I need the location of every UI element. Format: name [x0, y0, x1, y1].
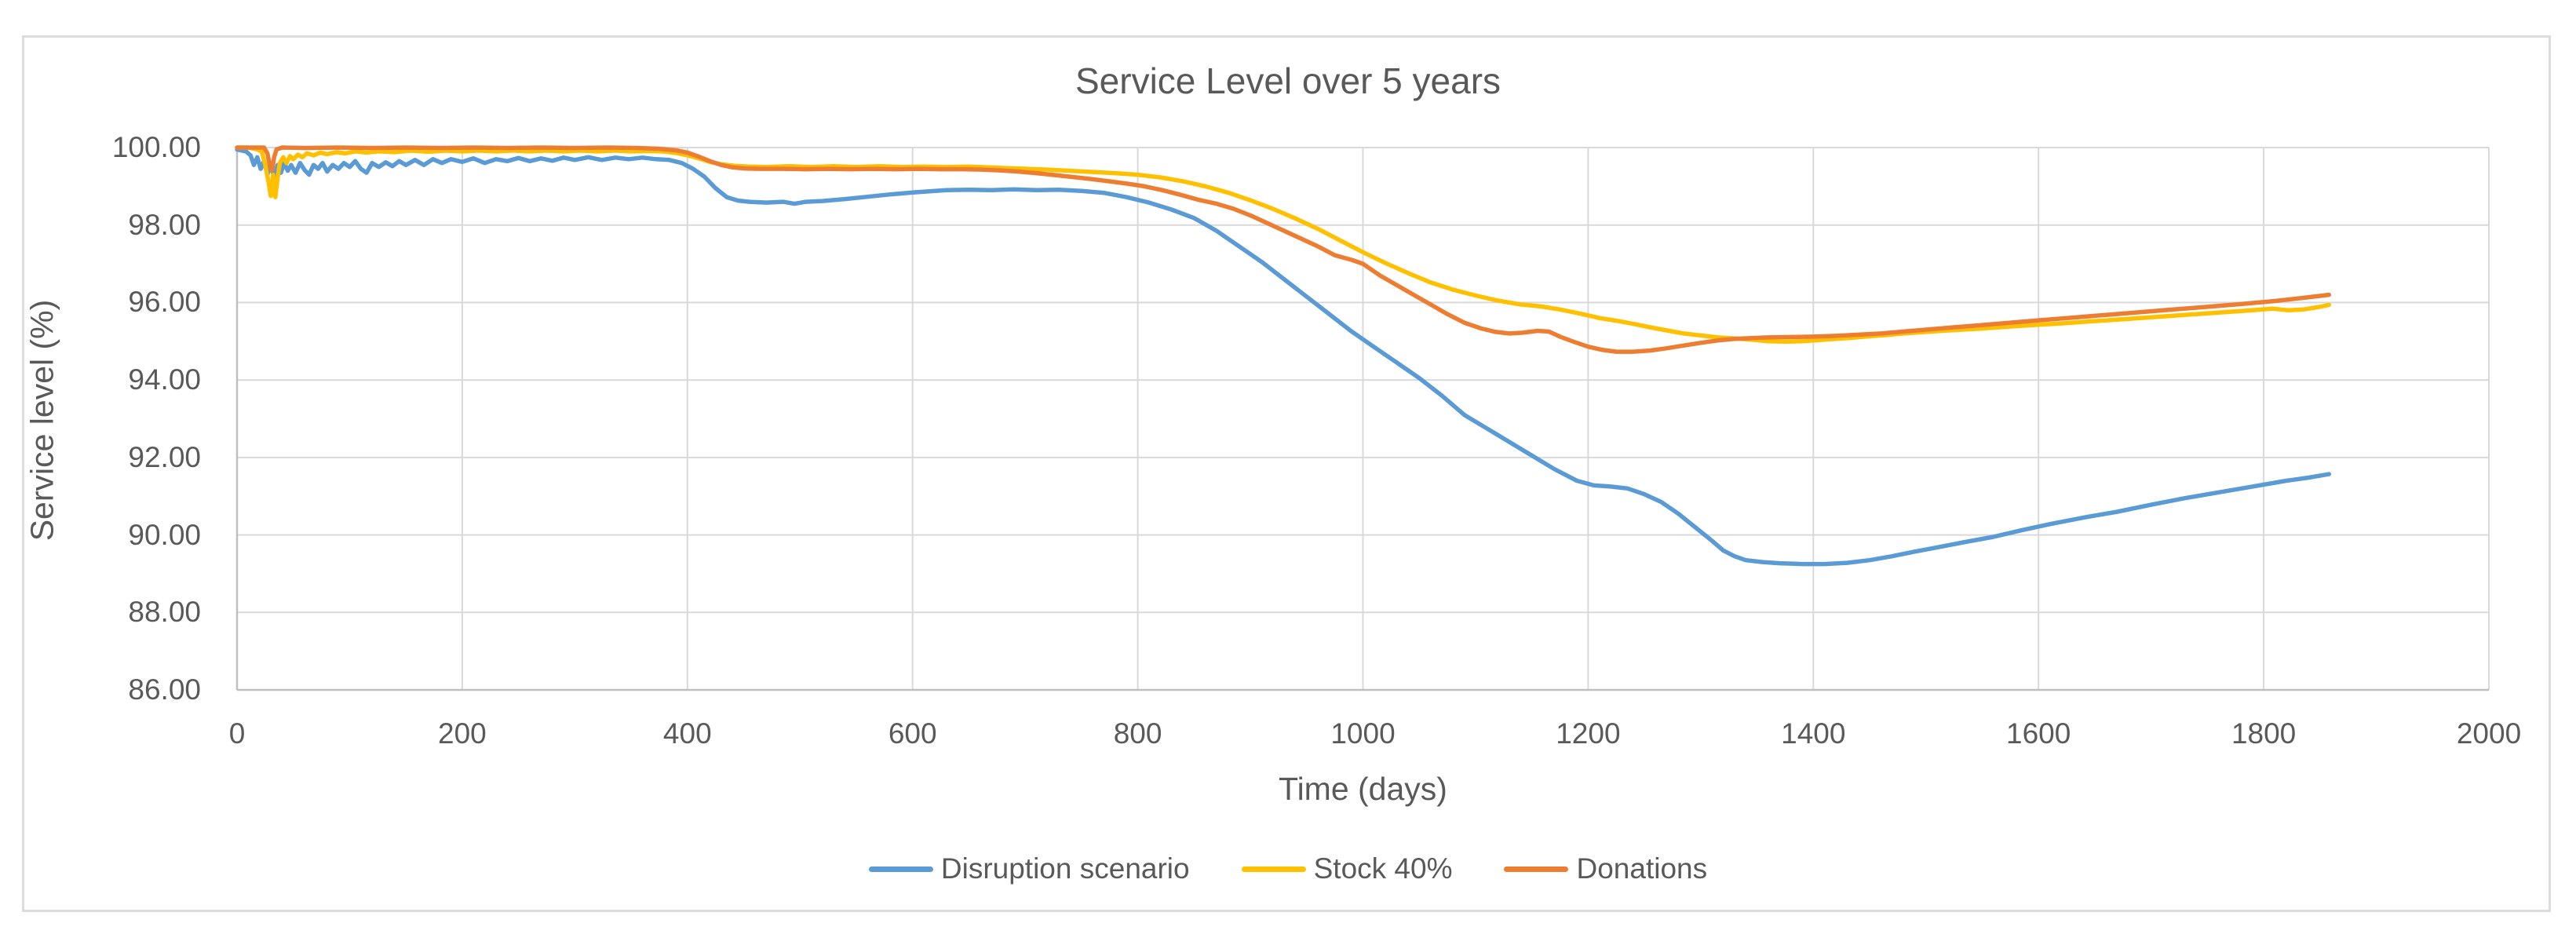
- x-tick-label: 200: [438, 717, 487, 750]
- legend-label: Stock 40%: [1313, 852, 1453, 885]
- x-tick-label: 1400: [1781, 717, 1846, 750]
- legend-item-disruption-scenario[interactable]: Disruption scenario: [868, 852, 1190, 885]
- x-tick-label: 800: [1113, 717, 1162, 750]
- x-tick-label: 2000: [2456, 717, 2522, 750]
- y-tick-label: 98.00: [128, 208, 201, 241]
- legend-item-stock-40-[interactable]: Stock 40%: [1241, 852, 1453, 885]
- y-tick-label: 96.00: [128, 286, 201, 319]
- series-line-disruption-scenario[interactable]: [235, 147, 2332, 567]
- legend: Disruption scenario Stock 40% Donations: [0, 852, 2576, 885]
- x-tick-label: 400: [662, 717, 712, 750]
- x-tick-label: 0: [228, 717, 246, 750]
- y-tick-label: 94.00: [128, 363, 201, 396]
- x-axis-title: Time (days): [1279, 771, 1447, 807]
- x-tick-label: 1000: [1330, 717, 1396, 750]
- x-tick-label: 1200: [1556, 717, 1621, 750]
- y-tick-label: 90.00: [128, 518, 201, 551]
- legend-item-donations[interactable]: Donations: [1504, 852, 1707, 885]
- x-tick-label: 1800: [2231, 717, 2297, 750]
- y-tick-label: 88.00: [128, 596, 201, 629]
- legend-label: Donations: [1576, 852, 1708, 885]
- x-tick-label: 1600: [2006, 717, 2071, 750]
- chart-title: Service Level over 5 years: [1075, 60, 1501, 101]
- chart-frame: [22, 35, 2551, 912]
- x-tick-label: 600: [888, 717, 937, 750]
- legend-swatch-icon: [868, 866, 933, 872]
- legend-swatch-icon: [1504, 866, 1569, 872]
- y-tick-label: 92.00: [128, 440, 201, 473]
- y-tick-label: 86.00: [128, 673, 201, 706]
- legend-swatch-icon: [1241, 866, 1306, 872]
- y-tick-label: 100.00: [111, 131, 201, 163]
- series-line-donations[interactable]: [235, 145, 2332, 354]
- series-line-stock-40-[interactable]: [235, 145, 2332, 345]
- legend-label: Disruption scenario: [940, 852, 1190, 885]
